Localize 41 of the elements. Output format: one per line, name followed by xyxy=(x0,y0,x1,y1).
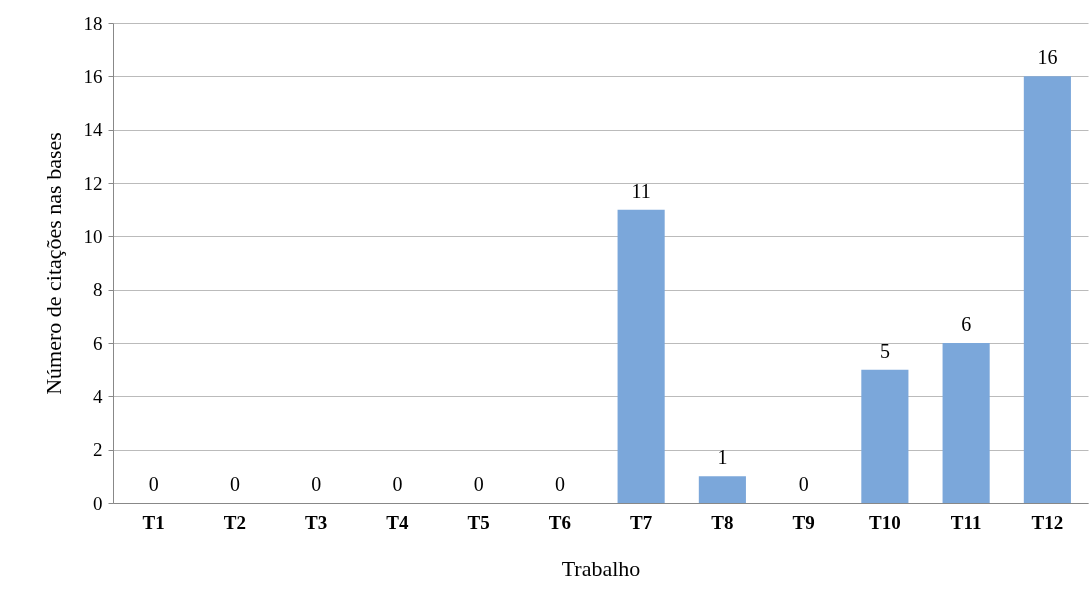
y-tick-label: 16 xyxy=(83,65,103,87)
y-tick-label: 6 xyxy=(93,332,103,354)
data-label: 0 xyxy=(554,473,565,495)
y-tick-label: 18 xyxy=(83,12,103,34)
data-label: 0 xyxy=(311,473,322,495)
x-tick-label: T6 xyxy=(548,511,571,533)
bar xyxy=(617,209,665,503)
x-tick-label: T9 xyxy=(792,511,815,533)
y-tick-label: 14 xyxy=(83,119,103,141)
bar xyxy=(1023,76,1071,503)
y-axis-title: Número de citações nas bases xyxy=(40,132,66,395)
x-tick-label: T4 xyxy=(386,511,409,533)
x-tick-label: T5 xyxy=(467,511,490,533)
y-tick-label: 8 xyxy=(93,279,103,301)
data-label: 0 xyxy=(148,473,159,495)
x-tick-label: T3 xyxy=(305,511,328,533)
data-label: 0 xyxy=(229,473,240,495)
x-tick-label: T12 xyxy=(1031,511,1064,533)
data-label: 0 xyxy=(392,473,403,495)
x-tick-label: T7 xyxy=(630,511,653,533)
data-label: 16 xyxy=(1037,46,1058,69)
bar xyxy=(698,476,746,503)
data-label: 6 xyxy=(961,313,972,335)
data-label: 5 xyxy=(879,339,890,362)
data-label: 1 xyxy=(717,446,728,469)
data-label: 0 xyxy=(473,473,484,495)
x-tick-label: T10 xyxy=(869,511,901,533)
x-axis-title: Trabalho xyxy=(561,555,641,581)
y-tick-label: 10 xyxy=(83,225,103,247)
data-label: 0 xyxy=(798,473,809,495)
y-tick-label: 12 xyxy=(83,172,103,194)
x-tick-label: T11 xyxy=(950,511,982,533)
data-label: 11 xyxy=(631,179,651,202)
y-tick-label: 0 xyxy=(93,492,103,514)
bar xyxy=(942,343,990,503)
y-tick-label: 4 xyxy=(93,385,103,407)
x-tick-label: T2 xyxy=(223,511,246,533)
x-tick-label: T8 xyxy=(711,511,734,533)
x-tick-label: T1 xyxy=(142,511,165,533)
y-tick-label: 2 xyxy=(93,439,103,461)
bar xyxy=(861,369,909,503)
